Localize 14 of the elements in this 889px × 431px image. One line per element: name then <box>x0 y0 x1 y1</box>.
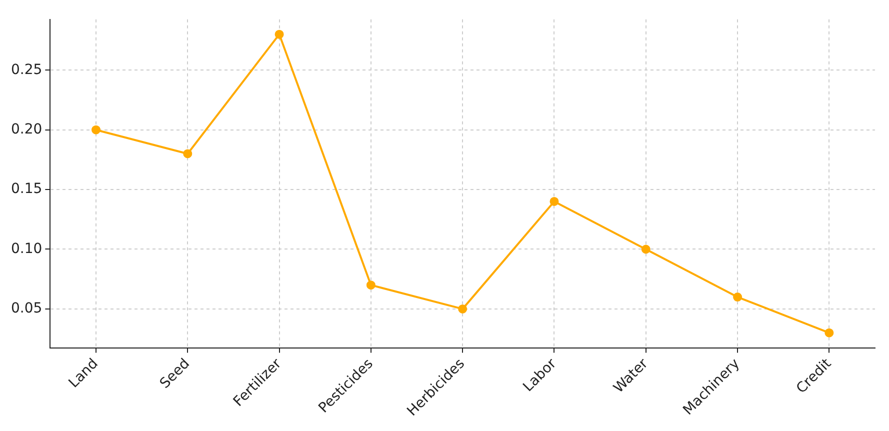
y-tick-label: 0.25 <box>11 62 42 78</box>
point <box>733 292 742 302</box>
point <box>91 125 100 134</box>
point <box>366 280 376 290</box>
point <box>458 304 468 314</box>
y-tick-label: 0.05 <box>11 300 42 317</box>
y-tick-label: 0.15 <box>11 181 42 198</box>
point <box>183 149 192 158</box>
point <box>641 244 650 254</box>
y-tick-label: 0.20 <box>11 121 42 138</box>
point <box>274 30 284 39</box>
point <box>550 196 559 206</box>
point <box>824 328 834 338</box>
y-tick-label: 0.10 <box>11 240 42 257</box>
